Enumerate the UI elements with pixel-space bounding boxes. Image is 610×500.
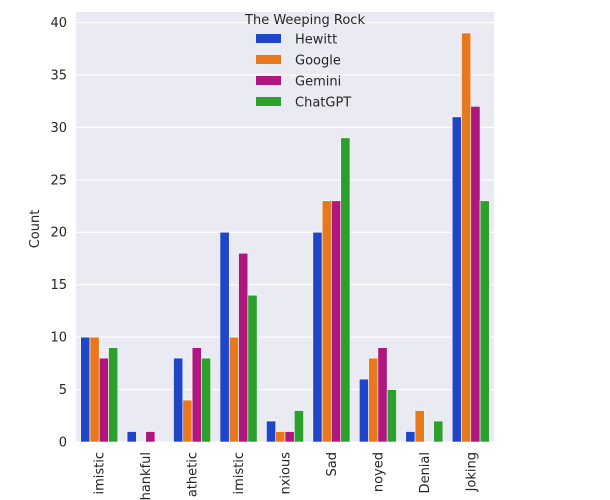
- bar-google-2: [182, 399, 193, 443]
- bar-chatgpt-7: [433, 420, 444, 443]
- bar-google-0: [89, 336, 100, 443]
- x-tick-label: nxious: [279, 452, 294, 495]
- bar-gemini-0: [98, 357, 109, 443]
- x-axis-ticks: imistic hankful athetic imistic nxious Sad noy…: [93, 452, 480, 500]
- bar-hewitt-2: [173, 357, 184, 443]
- bars: [80, 32, 490, 443]
- bar-gemini-3: [238, 252, 249, 443]
- bar-google-8: [461, 32, 472, 443]
- bar-gemini-4: [284, 431, 295, 443]
- legend-label-hewitt: Hewitt: [295, 33, 337, 48]
- legend-title: The Weeping Rock: [244, 13, 365, 28]
- bar-gemini-8: [470, 106, 481, 443]
- x-tick-label: imistic: [232, 452, 247, 495]
- bar-google-4: [275, 431, 286, 443]
- bar-gemini-2: [191, 347, 202, 443]
- legend-items: Hewitt Google Gemini ChatGPT: [256, 33, 351, 111]
- x-tick-label: Joking: [464, 452, 479, 492]
- legend-label-gemini: Gemini: [295, 75, 341, 90]
- x-tick-label: hankful: [139, 452, 154, 500]
- y-tick-label: 25: [50, 173, 67, 188]
- bar-hewitt-8: [451, 116, 462, 443]
- bar-google-3: [228, 336, 239, 443]
- bar-hewitt-4: [266, 420, 277, 443]
- y-tick-label: 35: [50, 68, 67, 83]
- y-axis-ticks: 0 5 10 15 20 25 30 35 40: [50, 16, 67, 451]
- bar-hewitt-6: [359, 378, 369, 443]
- y-tick-label: 5: [59, 383, 67, 398]
- x-tick-label: Denial: [418, 452, 433, 493]
- bar-hewitt-1: [126, 431, 137, 443]
- legend-swatch-chatgpt: [256, 97, 281, 106]
- legend-swatch-gemini: [256, 76, 281, 85]
- x-tick-label: athetic: [186, 452, 201, 497]
- bar-hewitt-3: [219, 231, 230, 443]
- y-axis-title: Count: [28, 210, 43, 249]
- legend: The Weeping Rock Hewitt Google Gemini ChatG…: [244, 13, 365, 111]
- y-tick-label: 10: [50, 331, 67, 346]
- legend-swatch-hewitt: [256, 34, 281, 43]
- bar-chatgpt-5: [340, 137, 351, 443]
- bar-chatgpt-6: [386, 389, 397, 443]
- bar-hewitt-5: [312, 231, 323, 443]
- y-tick-label: 15: [50, 278, 67, 293]
- bar-google-7: [414, 410, 425, 443]
- bar-chatgpt-4: [293, 410, 304, 443]
- grid-lines: [76, 21, 494, 443]
- bar-chatgpt-3: [247, 294, 258, 443]
- legend-label-google: Google: [295, 54, 341, 69]
- legend-label-chatgpt: ChatGPT: [295, 96, 351, 111]
- bar-google-6: [368, 357, 379, 443]
- y-tick-label: 20: [50, 226, 67, 241]
- y-tick-label: 0: [59, 436, 67, 451]
- legend-swatch-google: [256, 55, 281, 64]
- bar-google-5: [321, 200, 332, 443]
- x-tick-label: noyed: [371, 452, 386, 492]
- y-tick-label: 30: [50, 121, 67, 136]
- bar-hewitt-0: [80, 336, 91, 443]
- bar-gemini-6: [377, 347, 388, 443]
- bar-hewitt-7: [405, 431, 416, 443]
- bar-gemini-1: [145, 431, 156, 443]
- plot-background: [76, 12, 494, 442]
- x-tick-label: Sad: [325, 452, 340, 476]
- x-tick-label: imistic: [93, 452, 108, 495]
- y-tick-label: 40: [50, 16, 67, 31]
- bar-gemini-5: [331, 200, 342, 443]
- bar-chatgpt-0: [108, 347, 119, 443]
- bar-chatgpt-8: [479, 200, 490, 443]
- bar-chatgpt-2: [201, 357, 211, 443]
